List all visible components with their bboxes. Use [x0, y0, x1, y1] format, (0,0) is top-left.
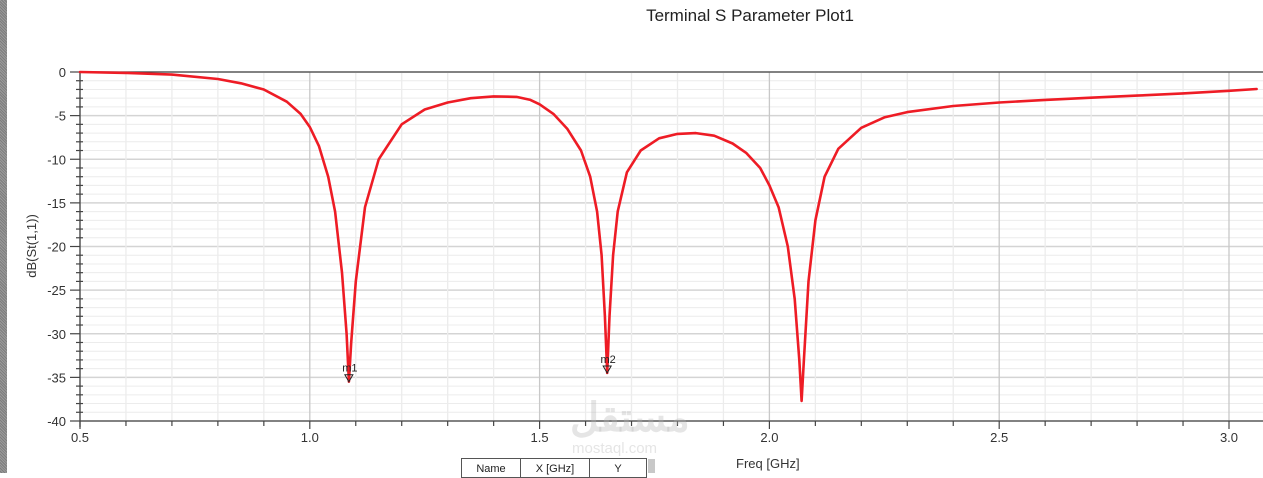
svg-text:-25: -25 — [47, 283, 66, 298]
svg-text:m1: m1 — [342, 363, 357, 375]
svg-text:3.0: 3.0 — [1220, 430, 1238, 445]
x-axis-label: Freq [GHz] — [736, 456, 800, 471]
marker-col-name[interactable]: Name — [461, 458, 521, 478]
axes: 0 -5 -10 -15 -20 -25 -30 -35 -40 0.5 1.0 1.5 2.0 2.5 3… — [47, 65, 1263, 445]
svg-text:0.5: 0.5 — [71, 430, 89, 445]
svg-text:1.0: 1.0 — [301, 430, 319, 445]
svg-text:1.5: 1.5 — [531, 430, 549, 445]
svg-text:-30: -30 — [47, 327, 66, 342]
y-axis-label: dB(St(1,1)) — [24, 214, 39, 278]
markers[interactable]: m1 m2 — [342, 354, 616, 383]
grid — [79, 71, 1263, 422]
table-scrollbar[interactable] — [648, 459, 655, 473]
svg-text:0: 0 — [59, 65, 66, 80]
svg-text:-35: -35 — [47, 370, 66, 385]
svg-text:-10: -10 — [47, 152, 66, 167]
marker-col-y[interactable]: Y — [589, 458, 647, 478]
svg-text:m2: m2 — [601, 354, 616, 366]
svg-text:-5: -5 — [54, 109, 66, 124]
window-border — [0, 0, 7, 473]
marker-table[interactable]: Name X [GHz] Y — [461, 458, 647, 478]
marker-m1[interactable]: m1 — [342, 363, 358, 383]
marker-col-x[interactable]: X [GHz] — [520, 458, 590, 478]
svg-text:-20: -20 — [47, 240, 66, 255]
svg-text:-15: -15 — [47, 196, 66, 211]
svg-text:2.5: 2.5 — [990, 430, 1008, 445]
plot-title: Terminal S Parameter Plot1 — [646, 6, 854, 25]
svg-text:-40: -40 — [47, 414, 66, 429]
svg-text:2.0: 2.0 — [760, 430, 778, 445]
marker-m2[interactable]: m2 — [601, 354, 616, 375]
